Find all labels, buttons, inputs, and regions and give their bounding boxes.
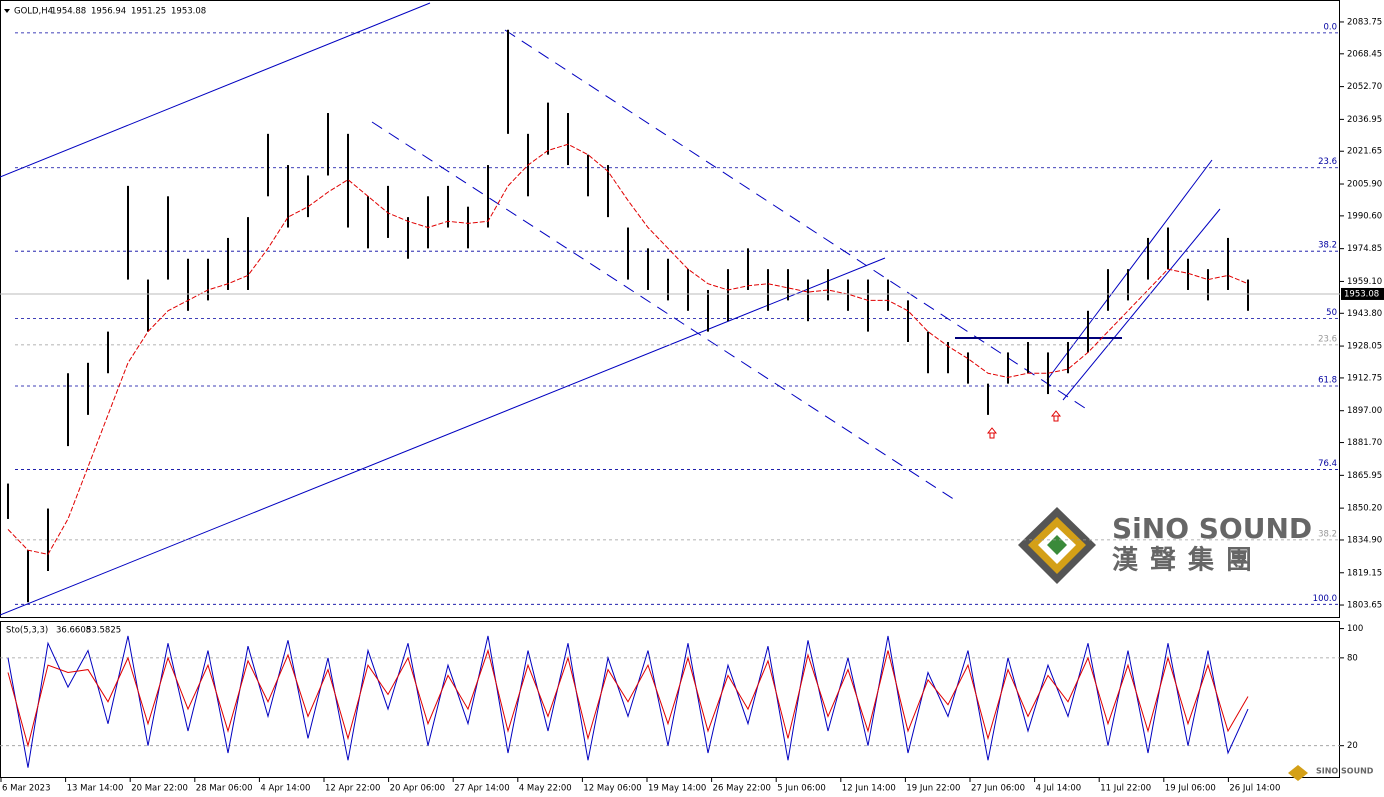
x-tick-label: 19 Jul 06:00 [1165, 784, 1216, 794]
x-tick-label: 12 May 06:00 [583, 784, 641, 794]
x-tick-label: 27 Jun 06:00 [971, 784, 1025, 794]
stoch-tick-label: 100 [1347, 624, 1363, 634]
x-tick-label: 4 Apr 14:00 [260, 784, 310, 794]
x-tick-label: 26 Jul 14:00 [1229, 784, 1280, 794]
arrows [986, 410, 1062, 439]
stoch-signal: 53.5825 [86, 626, 121, 636]
stoch-line [7, 648, 1249, 748]
header-high: 1956.94 [91, 7, 126, 17]
x-tick-label: 26 May 22:00 [713, 784, 771, 794]
logo [1018, 507, 1096, 584]
stoch-main: 36.6608 [56, 626, 91, 636]
fib-label: 23.6 [1318, 334, 1337, 344]
header-low: 1951.25 [131, 7, 166, 17]
y-tick-label: 2005.90 [1347, 180, 1382, 190]
x-tick-label: 20 Apr 06:00 [390, 784, 445, 794]
trendlines [0, 2, 1221, 616]
y-tick-label: 1928.05 [1347, 342, 1382, 352]
stoch-tick-label: 20 [1347, 741, 1358, 751]
fib-label: 76.4 [1318, 459, 1337, 469]
fib-label: 38.2 [1318, 241, 1337, 251]
y-tick-label: 1803.65 [1347, 601, 1382, 611]
x-tick-label: 20 Mar 22:00 [131, 784, 188, 794]
y-tick-label: 1881.70 [1347, 438, 1382, 448]
moving-average [7, 143, 1249, 555]
y-tick-label: 1850.20 [1347, 504, 1382, 514]
y-tick-label: 1819.15 [1347, 568, 1382, 578]
x-tick-label: 4 Jul 14:00 [1036, 784, 1082, 794]
x-tick-label: 12 Apr 22:00 [325, 784, 380, 794]
y-tick-label: 2068.45 [1347, 49, 1382, 59]
fib-label: 61.8 [1318, 376, 1337, 386]
y-tick-label: 1912.75 [1347, 373, 1382, 383]
x-tick-label: 19 May 14:00 [648, 784, 706, 794]
price-tag-label: 1953.08 [1344, 289, 1379, 299]
y-tick-label: 1897.00 [1347, 406, 1382, 416]
stoch-line [7, 635, 1249, 768]
watermark-small: SINO SOUND [1316, 767, 1374, 776]
y-tick-label: 1943.80 [1347, 309, 1382, 319]
x-tick-label: 4 May 22:00 [519, 784, 572, 794]
y-tick-label: 1834.90 [1347, 535, 1382, 545]
y-tick-label: 2083.75 [1347, 17, 1382, 27]
y-tick-label: 1959.10 [1347, 277, 1382, 287]
header-symbol: GOLD,H4 [14, 7, 53, 17]
stoch-frame [0, 621, 1340, 778]
x-tick-label: 19 Jun 22:00 [906, 784, 960, 794]
x-tick-label: 6 Mar 2023 [2, 784, 50, 794]
y-tick-label: 1990.60 [1347, 211, 1382, 221]
y-tick-label: 1865.95 [1347, 471, 1382, 481]
header-open: 1954.88 [51, 7, 86, 17]
y-tick-label: 2036.95 [1347, 115, 1382, 125]
fib-label: 38.2 [1318, 529, 1337, 539]
x-tick-label: 11 Jul 22:00 [1100, 784, 1151, 794]
y-tick-label: 2052.70 [1347, 82, 1382, 92]
watermark-cjk: 漢聲集團 [1112, 545, 1264, 576]
stoch-tick-label: 80 [1347, 653, 1358, 663]
small-logo [1288, 765, 1308, 781]
x-tick-label: 5 Jun 06:00 [777, 784, 826, 794]
x-tick-label: 27 Apr 14:00 [454, 784, 509, 794]
stoch-title: Sto(5,3,3) [6, 626, 48, 636]
watermark-latin: SiNO SOUND [1112, 512, 1312, 545]
fib-label: 50 [1326, 308, 1337, 318]
price-tag [1341, 287, 1384, 300]
fib-label: 23.6 [1318, 157, 1337, 167]
header-triangle [4, 9, 10, 13]
header-close: 1953.08 [171, 7, 206, 17]
main-frame [0, 0, 1340, 618]
x-tick-label: 28 Mar 06:00 [196, 784, 253, 794]
y-tick-label: 1974.85 [1347, 244, 1382, 254]
x-tick-label: 12 Jun 14:00 [842, 784, 896, 794]
y-tick-label: 2021.65 [1347, 147, 1382, 157]
fib-label: 0.0 [1323, 22, 1337, 32]
x-tick-label: 13 Mar 14:00 [67, 784, 124, 794]
fib-label: 100.0 [1313, 594, 1337, 604]
